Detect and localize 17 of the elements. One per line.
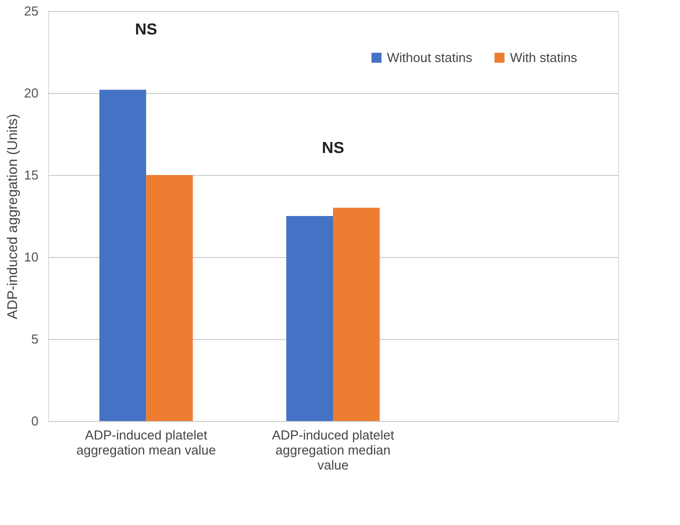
- y-tick-label: 15: [24, 168, 38, 182]
- y-tick-label: 10: [24, 250, 38, 264]
- bar: [99, 90, 146, 421]
- y-tick-label: 20: [24, 86, 38, 100]
- bar: [286, 216, 333, 421]
- y-axis-title: ADP-induced aggregation (Units): [4, 114, 20, 320]
- bar: [333, 208, 380, 421]
- annotation: NS: [135, 22, 158, 39]
- bar: [146, 175, 193, 421]
- y-tick-label: 0: [31, 414, 38, 428]
- x-tick-label: ADP-induced platelet aggregation median value: [272, 428, 394, 472]
- y-tick-label: 5: [31, 332, 38, 346]
- annotation: NS: [322, 140, 344, 157]
- legend-label: Without statins: [387, 50, 473, 65]
- legend-label: With statins: [510, 50, 578, 65]
- y-tick-label: 25: [24, 4, 38, 18]
- x-tick-label: ADP-induced platelet aggregation mean value: [76, 428, 216, 458]
